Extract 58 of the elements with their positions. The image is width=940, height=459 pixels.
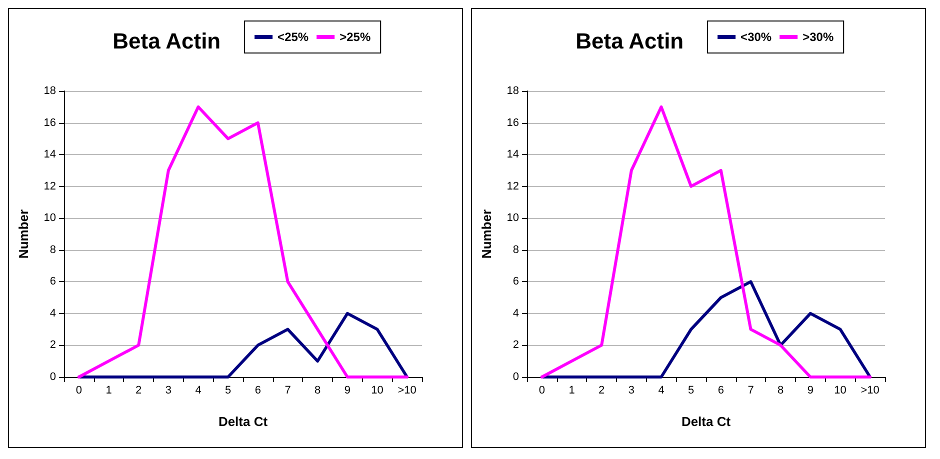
y-tick-label: 16 (506, 116, 519, 129)
legend-label: <30% (740, 30, 772, 44)
x-tick-label: 8 (778, 384, 784, 396)
y-tick-label: 2 (512, 339, 519, 352)
chart-title: Beta Actin (576, 28, 684, 54)
x-tick-label: 9 (807, 384, 814, 396)
y-tick-label: 0 (50, 371, 56, 383)
x-tick-label: 6 (718, 384, 724, 396)
y-tick-label: 12 (506, 180, 519, 192)
legend-label: >30% (802, 30, 834, 44)
x-tick-label: 7 (748, 384, 754, 396)
x-tick-label: 1 (568, 384, 575, 396)
y-axis-title: Number (16, 209, 31, 259)
y-tick-label: 6 (50, 276, 56, 288)
y-tick-label: 14 (506, 148, 519, 161)
y-tick-label: 10 (44, 212, 56, 224)
x-tick-label: >10 (860, 384, 880, 396)
y-tick-label: 18 (506, 85, 519, 97)
x-tick-label: 2 (598, 384, 605, 396)
x-tick-label: 5 (225, 384, 232, 396)
legend-label: <25% (278, 30, 309, 44)
x-tick-label: 7 (284, 384, 291, 396)
y-tick-label: 6 (512, 276, 519, 288)
x-tick-label: 9 (344, 384, 350, 396)
y-tick-label: 10 (506, 212, 519, 224)
x-tick-label: 4 (658, 384, 664, 396)
y-tick-label: 4 (512, 307, 519, 320)
x-tick-label: 10 (371, 384, 384, 396)
legend-label: >25% (340, 30, 371, 44)
x-tick-label: 5 (688, 384, 694, 396)
y-tick-label: 14 (44, 148, 56, 161)
y-tick-label: 8 (512, 244, 519, 256)
y-tick-label: 8 (50, 244, 56, 256)
y-tick-label: 4 (50, 307, 56, 320)
chart-title: Beta Actin (112, 28, 221, 54)
x-tick-label: 1 (106, 384, 112, 396)
x-tick-label: 8 (314, 384, 321, 396)
line-series (77, 105, 409, 378)
x-tick-label: 3 (628, 384, 634, 396)
x-tick-label: 3 (165, 384, 172, 396)
line-series (540, 280, 872, 378)
x-axis-title: Delta Ct (681, 414, 732, 429)
y-tick-label: 0 (512, 371, 519, 383)
line-series (540, 105, 872, 378)
x-tick-label: 10 (834, 384, 846, 396)
y-axis-title: Number (479, 209, 494, 259)
x-tick-label: 2 (136, 384, 142, 396)
x-tick-label: 0 (76, 384, 82, 396)
line-series (77, 312, 409, 378)
x-tick-label: 0 (538, 384, 545, 396)
x-axis-title: Delta Ct (218, 414, 268, 429)
y-tick-label: 12 (44, 180, 56, 192)
y-tick-label: 16 (44, 116, 56, 129)
x-tick-label: 6 (254, 384, 261, 396)
x-tick-label: 4 (195, 384, 202, 396)
x-tick-label: >10 (398, 384, 416, 396)
y-tick-label: 18 (44, 85, 56, 97)
y-tick-label: 2 (50, 339, 56, 352)
